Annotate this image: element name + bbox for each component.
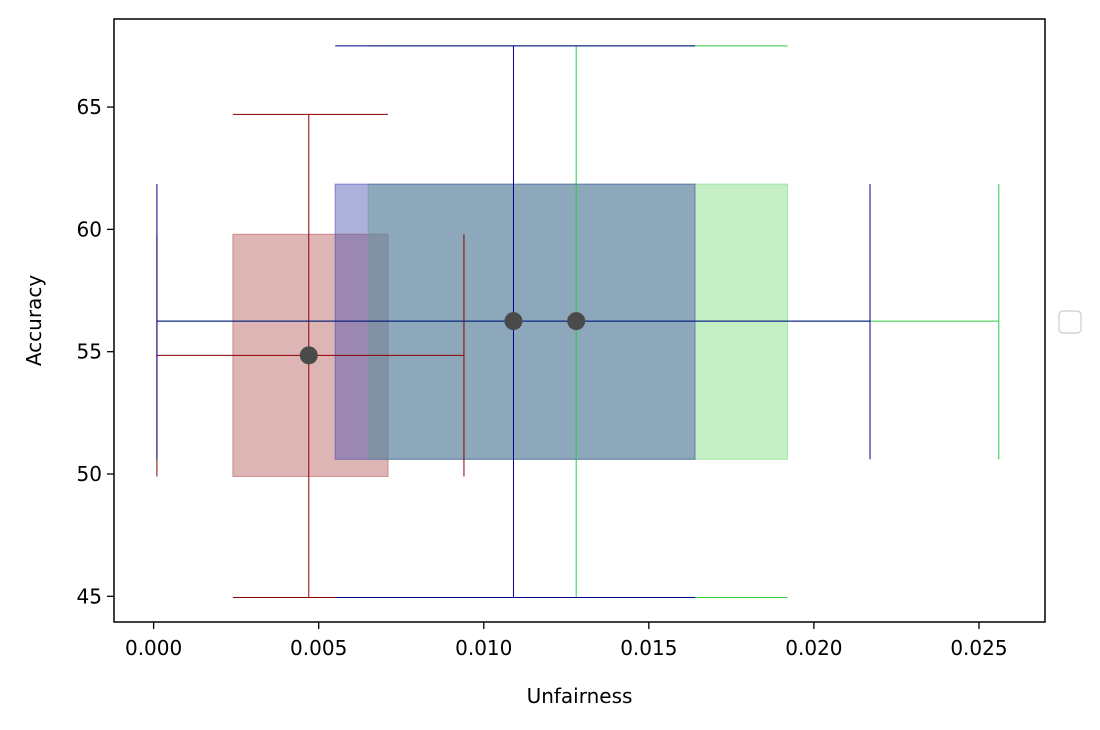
x-axis-ticks: 0.000 0.005 0.010 0.015 0.020 0.025 [125,622,1008,660]
x-tick-label: 0.000 [125,636,182,660]
y-axis-ticks: 45 50 55 60 65 [77,95,114,608]
x-tick-label: 0.015 [620,636,677,660]
y-tick-label: 50 [77,462,102,486]
data-point [299,346,318,365]
data-point [567,312,586,331]
x-tick-label: 0.010 [455,636,512,660]
x-tick-label: 0.005 [290,636,347,660]
point-layer [299,312,586,365]
y-axis-label: Accuracy [22,275,46,366]
y-tick-label: 45 [77,584,102,608]
legend-box[interactable] [1058,310,1082,334]
plot-frame [113,18,1046,623]
y-tick-label: 55 [77,340,102,364]
data-point [504,312,523,331]
x-tick-label: 0.025 [950,636,1007,660]
box-layer [232,183,788,477]
x-tick-label: 0.020 [785,636,842,660]
x-axis-label: Unfairness [527,684,633,708]
y-tick-label: 60 [77,217,102,241]
y-tick-label: 65 [77,95,102,119]
